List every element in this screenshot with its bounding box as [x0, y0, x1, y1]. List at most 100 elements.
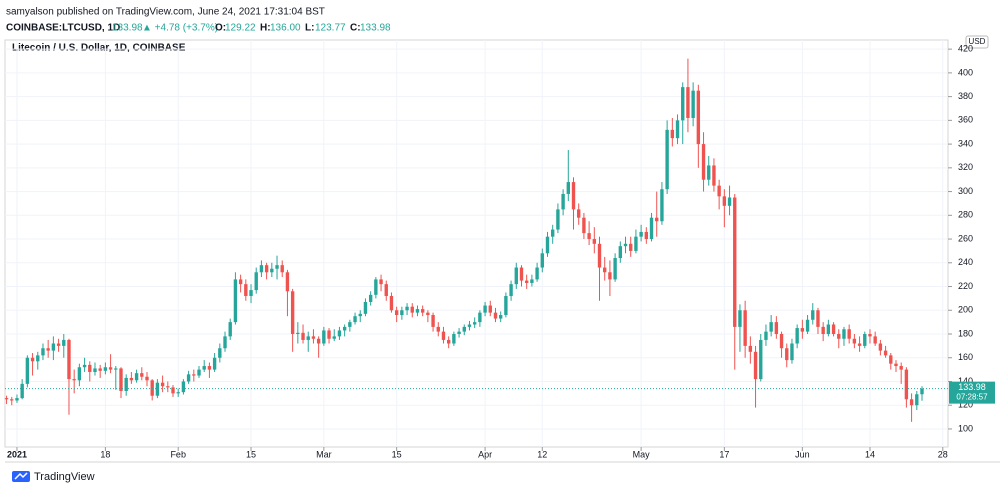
last-price-box	[949, 381, 995, 404]
ohlc-value: 123.77	[315, 23, 346, 34]
candle-body	[722, 196, 727, 206]
price: 133.98	[112, 23, 143, 34]
y-tick-label: 300	[958, 186, 973, 196]
y-tick-label: 380	[958, 91, 973, 101]
candle-body	[259, 265, 264, 273]
candle-body	[795, 328, 799, 344]
candle-body	[743, 310, 747, 346]
candle-body	[420, 309, 425, 313]
candle-body	[535, 267, 539, 280]
x-tick-label: Jun	[795, 449, 810, 459]
candle-body	[186, 374, 191, 382]
candle-body	[436, 326, 440, 332]
candle-body	[249, 290, 253, 297]
candle-body	[561, 193, 565, 210]
candle-body	[894, 363, 898, 367]
symbol: COINBASE:LTCUSD, 1D	[6, 23, 120, 34]
x-tick-label: 17	[719, 449, 729, 459]
candle-body	[264, 265, 269, 273]
candle-body	[290, 291, 295, 335]
candle-body	[56, 343, 61, 346]
candle-body	[207, 366, 212, 370]
candle-body	[306, 336, 310, 340]
candle-body	[540, 253, 544, 268]
candle-body	[10, 399, 14, 401]
y-tick-label: 200	[958, 305, 973, 315]
x-tick-label: May	[633, 449, 651, 459]
ohlc-value: 136.00	[270, 23, 301, 34]
candle-body	[785, 348, 789, 361]
candle-body	[15, 398, 19, 401]
candle-body	[644, 231, 649, 240]
candle-body	[285, 272, 290, 292]
y-tick-label: 180	[958, 328, 973, 338]
candle-body	[353, 316, 357, 323]
candle-body	[275, 265, 279, 269]
candle-body	[98, 368, 102, 371]
candle-body	[46, 348, 50, 351]
candle-body	[145, 376, 149, 381]
candle-body	[899, 366, 903, 370]
candle-body	[358, 313, 362, 317]
candle-body	[634, 236, 638, 251]
x-tick-label: Mar	[316, 449, 332, 459]
candle-body	[82, 364, 87, 368]
ohlc-value: 129.22	[225, 23, 256, 34]
candle-body	[857, 343, 862, 346]
candle-body	[301, 332, 305, 340]
candle-body	[514, 267, 518, 285]
candle-body	[613, 258, 617, 280]
candle-body	[655, 217, 659, 222]
candle-body	[93, 368, 97, 372]
ohlc-key: C:	[350, 23, 361, 34]
candle-body	[51, 343, 56, 351]
candle-body	[394, 310, 399, 316]
candle-body	[322, 330, 326, 344]
candle-body	[811, 310, 815, 320]
candle-body	[197, 369, 201, 376]
candle-body	[920, 388, 924, 395]
candle-body	[150, 380, 154, 396]
candle-body	[618, 246, 623, 259]
pane-title: Litecoin / U.S. Dollar, 1D, COINBASE	[12, 43, 186, 54]
candle-body	[493, 312, 498, 319]
x-tick-label: 12	[537, 449, 547, 459]
candle-body	[556, 209, 560, 230]
candle-body	[452, 334, 456, 344]
candle-body	[889, 355, 893, 364]
x-tick-label: Apr	[478, 449, 492, 459]
change: ▲ +4.78 (+3.7%)	[142, 23, 218, 34]
candle-body	[769, 322, 773, 332]
candle-body	[915, 394, 919, 406]
currency: USD	[969, 37, 986, 46]
candle-body	[160, 382, 165, 387]
candle-body	[426, 312, 430, 316]
candle-body	[764, 331, 768, 340]
candle-body	[852, 338, 857, 344]
y-tick-label: 420	[958, 44, 973, 54]
last-price-label: 133.98	[958, 382, 986, 392]
candle-body	[790, 343, 794, 361]
candle-body	[296, 332, 300, 335]
candle-body	[483, 305, 487, 313]
candle-body	[712, 165, 716, 186]
publisher: samyalson published on TradingView.com, …	[6, 7, 325, 18]
candle-body	[384, 284, 388, 297]
candle-body	[103, 367, 108, 371]
candle-body	[337, 330, 342, 337]
candle-body	[837, 334, 841, 339]
candle-body	[587, 233, 591, 240]
candle-body	[530, 279, 534, 283]
candle-body	[566, 182, 570, 194]
candle-body	[171, 387, 175, 394]
candle-body	[181, 381, 186, 393]
candle-body	[415, 309, 420, 313]
candle-body	[681, 87, 685, 121]
candle-body	[311, 336, 316, 339]
candle-body	[202, 366, 206, 370]
ohlc-key: O:	[215, 23, 226, 34]
candle-body	[72, 379, 76, 381]
x-tick-label: Feb	[170, 449, 186, 459]
